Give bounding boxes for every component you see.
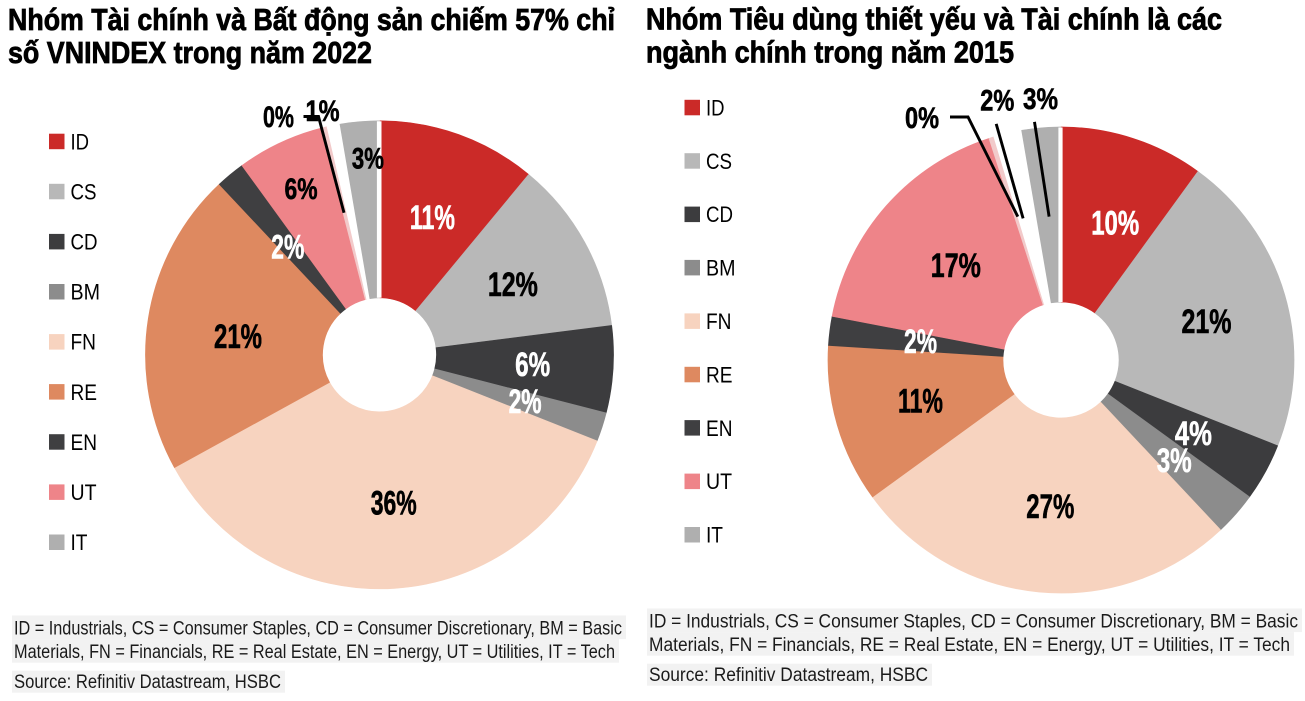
svg-text:IT: IT (706, 523, 723, 548)
svg-text:Nhóm Tiêu dùng thiết yếu và Tà: Nhóm Tiêu dùng thiết yếu và Tài chính là… (646, 2, 1222, 37)
svg-text:ID = Industrials, CS = Consume: ID = Industrials, CS = Consumer Staples,… (649, 612, 1298, 633)
svg-text:17%: 17% (931, 247, 981, 285)
svg-text:Source: Refinitiv Datastream,: Source: Refinitiv Datastream, HSBC (649, 665, 928, 686)
svg-text:ID: ID (706, 95, 725, 120)
svg-text:ngành chính trong năm 2015: ngành chính trong năm 2015 (646, 35, 1014, 70)
svg-text:EN: EN (71, 430, 98, 455)
svg-text:2%: 2% (271, 228, 304, 266)
svg-text:CD: CD (706, 202, 733, 227)
svg-text:27%: 27% (1026, 488, 1074, 526)
svg-text:Materials, FN = Financials, RE: Materials, FN = Financials, RE = Real Es… (14, 642, 615, 663)
svg-text:1%: 1% (306, 95, 340, 128)
svg-text:ID = Industrials, CS = Consume: ID = Industrials, CS = Consumer Staples,… (14, 619, 622, 640)
svg-text:ID: ID (71, 129, 90, 154)
svg-text:2%: 2% (509, 383, 542, 421)
svg-text:6%: 6% (285, 173, 318, 206)
svg-text:số VNINDEX trong năm 2022: số VNINDEX trong năm 2022 (8, 35, 372, 70)
svg-text:6%: 6% (515, 346, 550, 384)
svg-text:UT: UT (71, 480, 97, 505)
svg-text:2%: 2% (904, 323, 937, 361)
svg-text:FN: FN (706, 309, 732, 334)
svg-text:RE: RE (706, 362, 733, 387)
svg-text:21%: 21% (1182, 303, 1232, 341)
svg-text:UT: UT (706, 469, 732, 494)
svg-text:RE: RE (71, 380, 98, 405)
svg-text:CS: CS (706, 149, 732, 174)
svg-text:11%: 11% (898, 383, 943, 421)
svg-text:Source: Refinitiv Datastream,: Source: Refinitiv Datastream, HSBC (14, 672, 281, 693)
svg-text:EN: EN (706, 416, 733, 441)
svg-text:CS: CS (71, 179, 97, 204)
svg-text:2%: 2% (980, 84, 1014, 117)
svg-text:3%: 3% (1023, 83, 1058, 116)
svg-text:Nhóm Tài chính và Bất động sản: Nhóm Tài chính và Bất động sản chiếm 57%… (8, 2, 615, 37)
svg-text:10%: 10% (1091, 205, 1139, 243)
svg-text:21%: 21% (214, 318, 262, 356)
svg-text:4%: 4% (1175, 415, 1212, 453)
svg-text:IT: IT (71, 530, 88, 555)
svg-text:CD: CD (71, 230, 98, 255)
svg-text:Materials, FN = Financials, RE: Materials, FN = Financials, RE = Real Es… (649, 635, 1290, 656)
svg-text:0%: 0% (905, 102, 939, 135)
svg-text:FN: FN (71, 330, 97, 355)
svg-text:3%: 3% (1157, 442, 1192, 480)
svg-text:36%: 36% (371, 485, 417, 523)
svg-text:0%: 0% (263, 101, 294, 134)
svg-text:BM: BM (706, 256, 736, 281)
svg-text:3%: 3% (352, 143, 384, 176)
svg-text:BM: BM (71, 280, 101, 305)
svg-text:11%: 11% (410, 199, 455, 237)
svg-text:12%: 12% (488, 266, 538, 304)
